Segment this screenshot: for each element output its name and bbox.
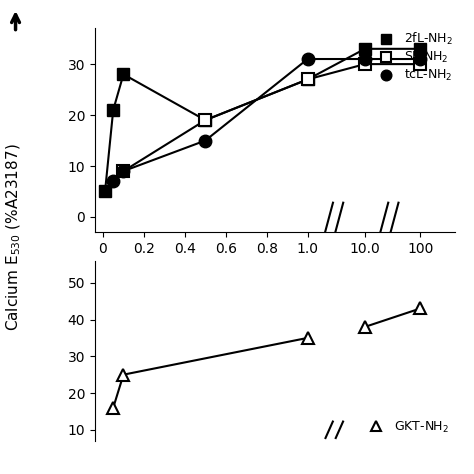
Text: Calcium E$_{530}$ (%A23187): Calcium E$_{530}$ (%A23187): [5, 143, 23, 331]
Legend: GKT-NH$_2$: GKT-NH$_2$: [364, 419, 449, 435]
Legend: 2fL-NH$_2$, SL-NH$_2$, tcL-NH$_2$: 2fL-NH$_2$, SL-NH$_2$, tcL-NH$_2$: [374, 31, 453, 83]
